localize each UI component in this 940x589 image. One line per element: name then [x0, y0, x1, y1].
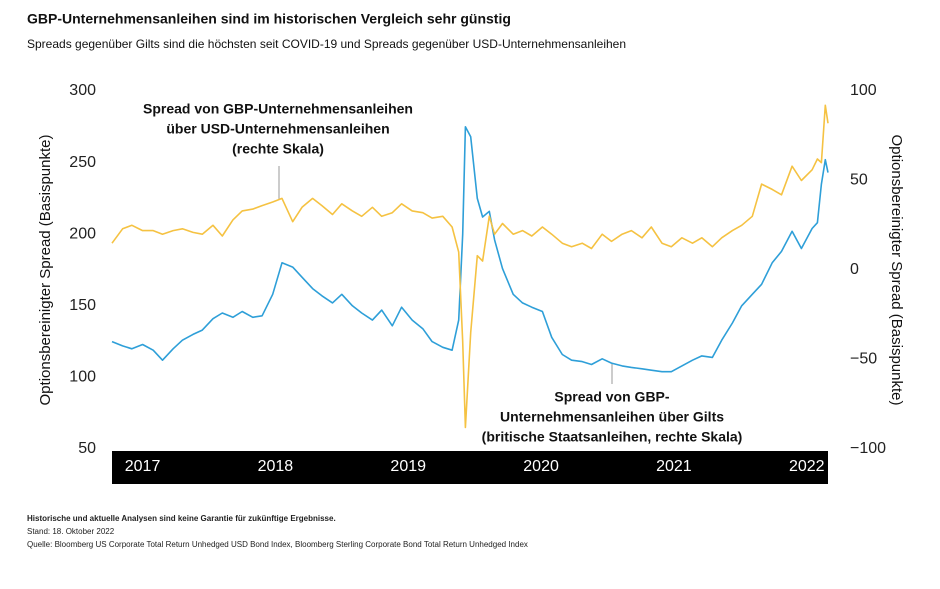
annotation: Spread von GBP-Unternehmensanleihen [143, 101, 413, 117]
y2-tick-label: 0 [850, 261, 859, 278]
series-line [111, 104, 829, 429]
annotation: Unternehmensanleihen über Gilts [500, 409, 724, 425]
y2-tick-label: −50 [850, 351, 877, 368]
annotation: (rechte Skala) [232, 141, 324, 157]
footnote: Stand: 18. Oktober 2022 [27, 527, 115, 536]
y-tick-label: 150 [69, 297, 96, 314]
x-axis-band [112, 451, 828, 484]
x-tick-label: 2019 [390, 458, 426, 475]
x-tick-label: 2020 [523, 458, 559, 475]
y2-tick-label: 100 [850, 82, 877, 99]
annotation: (britische Staatsanleihen, rechte Skala) [482, 429, 743, 445]
y-tick-label: 250 [69, 154, 96, 171]
footnote: Historische und aktuelle Analysen sind k… [27, 514, 336, 523]
y-axis-label: Optionsbereinigter Spread (Basispunkte) [37, 135, 54, 406]
chart-title: GBP-Unternehmensanleihen sind im histori… [27, 11, 511, 27]
annotation: Spread von GBP- [554, 389, 669, 405]
y-tick-label: 300 [69, 82, 96, 99]
x-tick-label: 2018 [258, 458, 294, 475]
chart-subtitle: Spreads gegenüber Gilts sind die höchste… [27, 37, 626, 51]
y-tick-label: 200 [69, 225, 96, 242]
y2-axis-label: Optionsbereinigter Spread (Basispunkte) [888, 135, 905, 406]
x-tick-label: 2017 [125, 458, 161, 475]
x-tick-label: 2022 [789, 458, 825, 475]
y2-tick-label: 50 [850, 172, 868, 189]
series-line [111, 126, 829, 373]
y-tick-label: 100 [69, 369, 96, 386]
y-tick-label: 50 [78, 440, 96, 457]
annotation: über USD-Unternehmensanleihen [166, 121, 389, 137]
y2-tick-label: −100 [850, 440, 886, 457]
x-tick-label: 2021 [656, 458, 692, 475]
footnote: Quelle: Bloomberg US Corporate Total Ret… [27, 540, 528, 549]
